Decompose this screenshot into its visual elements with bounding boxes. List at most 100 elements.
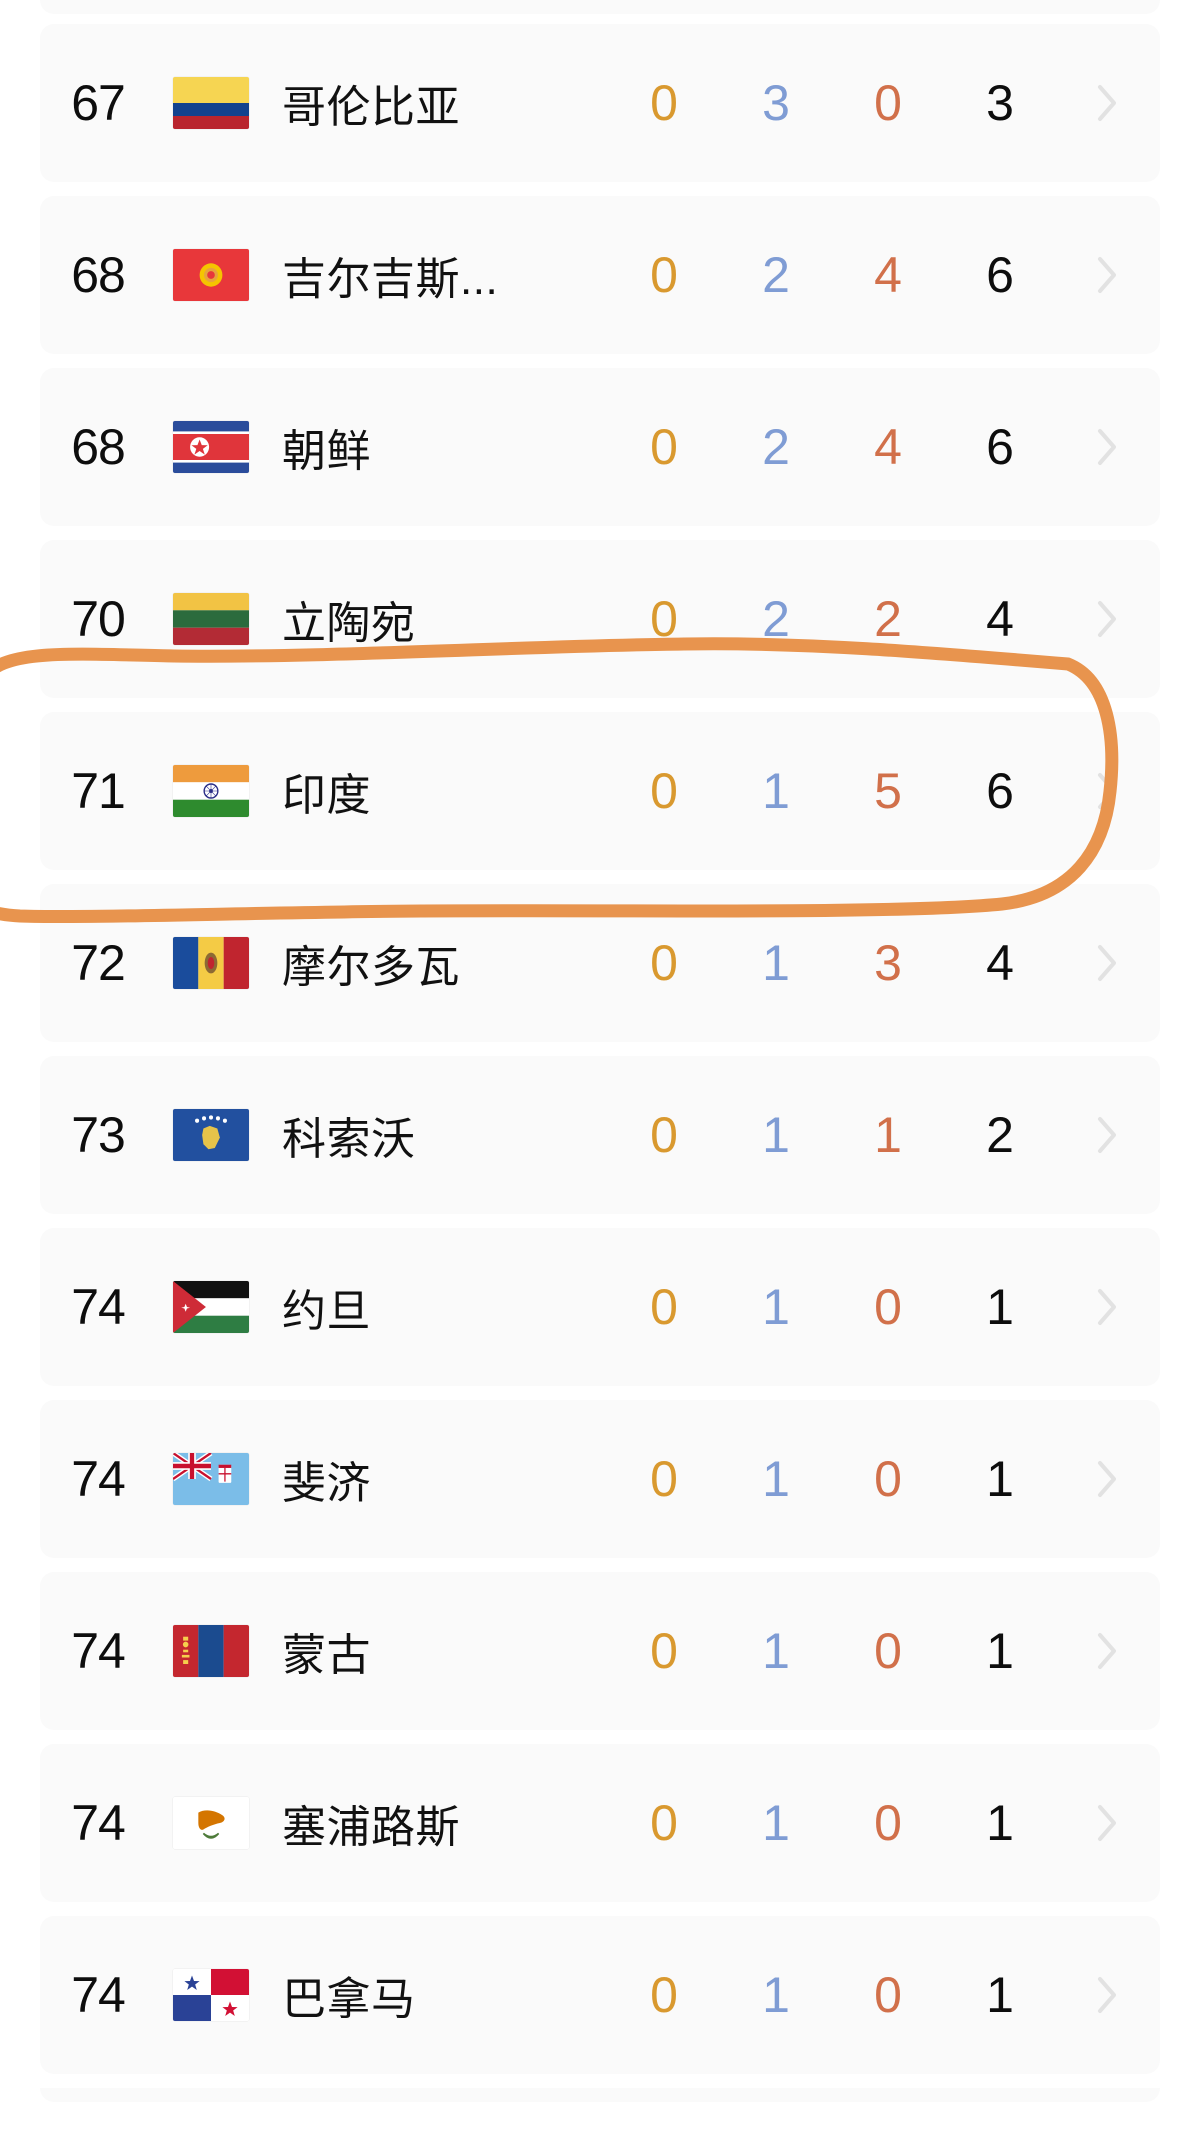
row-detail-link[interactable]	[1056, 1113, 1160, 1157]
table-row[interactable]: 73 科索沃 0 1 1 2	[40, 1056, 1160, 1214]
country-flag	[156, 77, 266, 129]
rank-value: 74	[71, 1967, 126, 2023]
country-name: 朝鲜	[282, 427, 371, 476]
country-name: 巴拿马	[282, 1975, 416, 2024]
country-flag	[156, 1453, 266, 1505]
table-row[interactable]: 67 哥伦比亚 0 3 0 3	[40, 24, 1160, 182]
row-detail-link[interactable]	[1056, 425, 1160, 469]
flag-moldova-icon	[173, 937, 249, 989]
silver-medal-count: 1	[762, 1107, 790, 1163]
bronze-medal-count: 0	[874, 1279, 902, 1335]
rank-value: 67	[71, 75, 126, 131]
country-flag	[156, 593, 266, 645]
flag-kyrgyzstan-icon	[173, 249, 249, 301]
row-detail-link[interactable]	[1056, 81, 1160, 125]
table-row[interactable]: 71 印度 0 1 5 6	[40, 712, 1160, 870]
total-medal-count: 6	[986, 419, 1014, 475]
total-medal-count: 4	[986, 591, 1014, 647]
bronze-medal-count: 2	[874, 591, 902, 647]
total-medal-count: 1	[986, 1795, 1014, 1851]
rank-value: 74	[71, 1623, 126, 1679]
medal-standings-table: 67 哥伦比亚 0 3 0 3 68 吉尔吉斯... 0 2 4 6 68	[40, 0, 1160, 2102]
row-detail-link[interactable]	[1056, 769, 1160, 813]
row-detail-link[interactable]	[1056, 1973, 1160, 2017]
row-detail-link[interactable]	[1056, 253, 1160, 297]
gold-medal-count: 0	[650, 247, 678, 303]
chevron-right-icon	[1095, 81, 1121, 125]
country-flag	[156, 1281, 266, 1333]
rank-value: 74	[71, 1279, 126, 1335]
table-row[interactable]: 74 斐济 0 1 0 1	[40, 1400, 1160, 1558]
chevron-right-icon	[1095, 941, 1121, 985]
bronze-medal-count: 0	[874, 1967, 902, 2023]
gold-medal-count: 0	[650, 591, 678, 647]
chevron-right-icon	[1095, 1801, 1121, 1845]
country-flag	[156, 1797, 266, 1849]
bronze-medal-count: 4	[874, 247, 902, 303]
silver-medal-count: 1	[762, 1451, 790, 1507]
country-name: 蒙古	[282, 1631, 371, 1680]
table-row[interactable]: 68 吉尔吉斯... 0 2 4 6	[40, 196, 1160, 354]
country-name: 印度	[282, 771, 371, 820]
rank-value: 70	[71, 591, 126, 647]
gold-medal-count: 0	[650, 1795, 678, 1851]
table-row[interactable]: 74 约旦 0 1 0 1	[40, 1228, 1160, 1386]
rank-value: 68	[71, 247, 126, 303]
chevron-right-icon	[1095, 597, 1121, 641]
flag-mongolia-icon	[173, 1625, 249, 1677]
table-row[interactable]: 74 蒙古 0 1 0 1	[40, 1572, 1160, 1730]
country-name: 塞浦路斯	[282, 1803, 460, 1852]
country-flag	[156, 1969, 266, 2021]
country-flag	[156, 1109, 266, 1161]
table-row[interactable]: 68 朝鲜 0 2 4 6	[40, 368, 1160, 526]
flag-kosovo-icon	[173, 1109, 249, 1161]
total-medal-count: 2	[986, 1107, 1014, 1163]
row-detail-link[interactable]	[1056, 941, 1160, 985]
silver-medal-count: 1	[762, 1279, 790, 1335]
total-medal-count: 4	[986, 935, 1014, 991]
bronze-medal-count: 4	[874, 419, 902, 475]
rank-value: 71	[71, 763, 126, 819]
partial-row-above	[40, 0, 1160, 14]
chevron-right-icon	[1095, 769, 1121, 813]
rank-value: 73	[71, 1107, 126, 1163]
rank-value: 74	[71, 1451, 126, 1507]
country-name: 立陶宛	[282, 599, 416, 648]
total-medal-count: 3	[986, 75, 1014, 131]
table-row[interactable]: 70 立陶宛 0 2 2 4	[40, 540, 1160, 698]
country-name: 摩尔多瓦	[282, 943, 460, 992]
rank-value: 72	[71, 935, 126, 991]
row-detail-link[interactable]	[1056, 1285, 1160, 1329]
row-detail-link[interactable]	[1056, 1801, 1160, 1845]
partial-row-below	[40, 2088, 1160, 2102]
gold-medal-count: 0	[650, 1967, 678, 2023]
flag-fiji-icon	[173, 1453, 249, 1505]
silver-medal-count: 1	[762, 1623, 790, 1679]
chevron-right-icon	[1095, 1973, 1121, 2017]
table-row[interactable]: 74 巴拿马 0 1 0 1	[40, 1916, 1160, 2074]
gold-medal-count: 0	[650, 1107, 678, 1163]
row-detail-link[interactable]	[1056, 1629, 1160, 1673]
bronze-medal-count: 0	[874, 1451, 902, 1507]
silver-medal-count: 3	[762, 75, 790, 131]
country-name: 哥伦比亚	[282, 83, 460, 132]
table-row[interactable]: 72 摩尔多瓦 0 1 3 4	[40, 884, 1160, 1042]
country-flag	[156, 765, 266, 817]
flag-cyprus-icon	[173, 1797, 249, 1849]
silver-medal-count: 1	[762, 935, 790, 991]
gold-medal-count: 0	[650, 763, 678, 819]
row-detail-link[interactable]	[1056, 1457, 1160, 1501]
row-detail-link[interactable]	[1056, 597, 1160, 641]
total-medal-count: 6	[986, 763, 1014, 819]
bronze-medal-count: 0	[874, 1623, 902, 1679]
flag-panama-icon	[173, 1969, 249, 2021]
chevron-right-icon	[1095, 253, 1121, 297]
table-row[interactable]: 74 塞浦路斯 0 1 0 1	[40, 1744, 1160, 1902]
chevron-right-icon	[1095, 1285, 1121, 1329]
chevron-right-icon	[1095, 1113, 1121, 1157]
total-medal-count: 1	[986, 1967, 1014, 2023]
country-flag	[156, 249, 266, 301]
rank-value: 74	[71, 1795, 126, 1851]
chevron-right-icon	[1095, 1457, 1121, 1501]
